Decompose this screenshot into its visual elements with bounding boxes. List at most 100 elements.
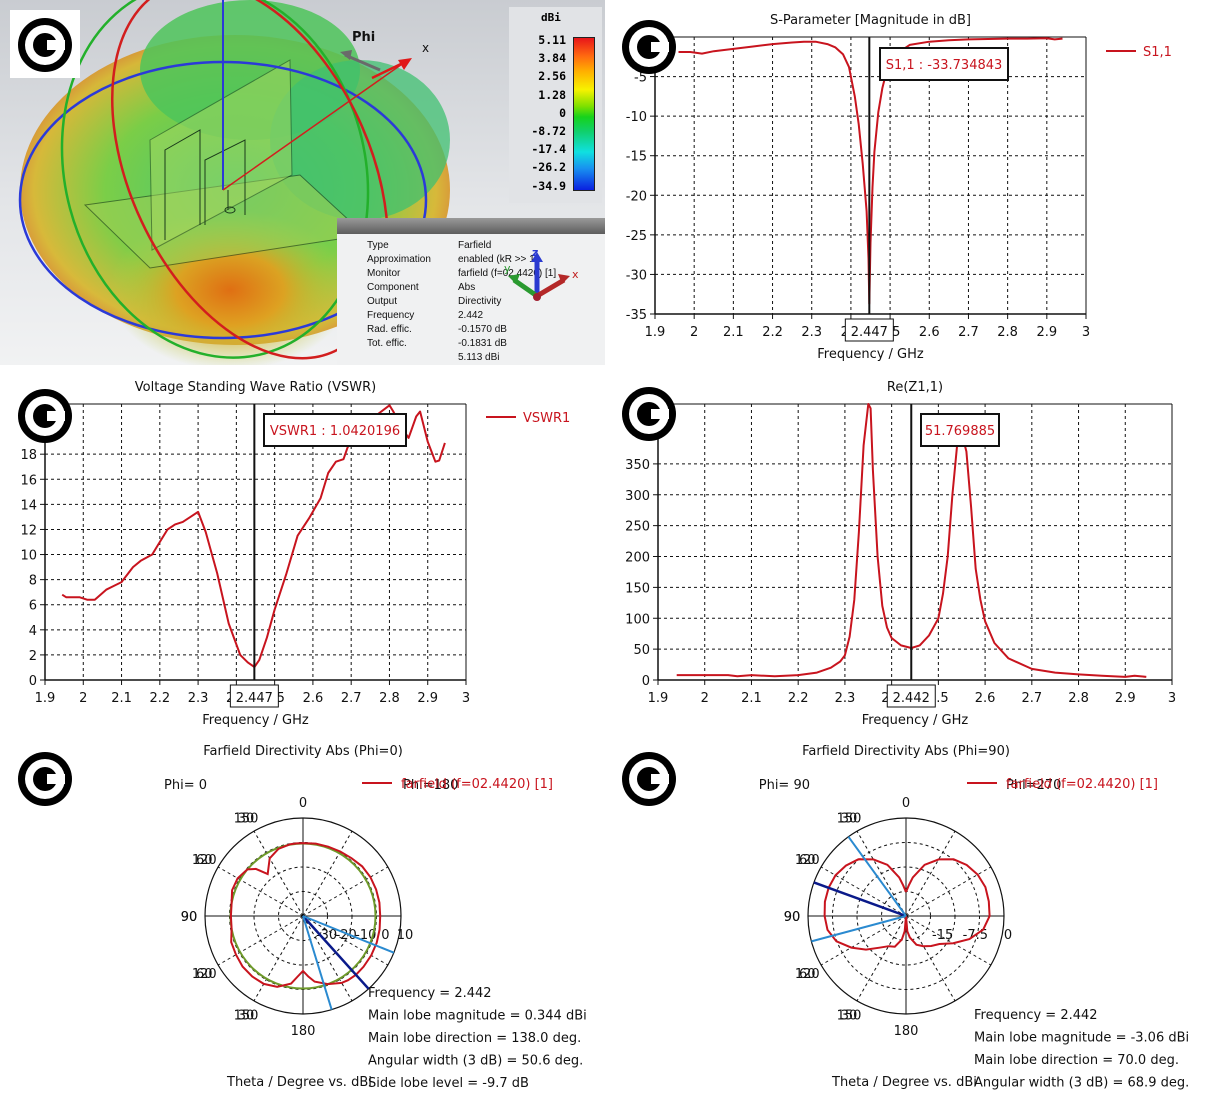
lobe-stat: Main lobe magnitude = 0.344 dBi: [368, 1009, 587, 1024]
info-key: Monitor: [367, 268, 401, 279]
angle-gridline: [905, 915, 992, 966]
info-value: -0.1831 dB: [458, 338, 507, 349]
angle-tick-label: 30: [238, 811, 255, 826]
angle-gridline: [905, 866, 992, 917]
marker-x-box: [844, 318, 894, 342]
lobe-stat: Main lobe direction = 70.0 deg.: [974, 1053, 1179, 1068]
radial-tick-label: 0: [1004, 928, 1012, 943]
x-tick-label: 3: [462, 691, 470, 706]
info-value: farfield (f=02.4420) [1]: [458, 268, 557, 279]
x-tick-label: 1.9: [35, 691, 56, 706]
y-tick-label: 100: [625, 612, 650, 627]
phi-arrow-icon: [340, 50, 381, 72]
legend-label: VSWR1: [523, 411, 570, 426]
x-tick-label: 3: [1168, 691, 1176, 706]
angle-gridline: [302, 866, 389, 917]
angle-tick-label: 60: [799, 967, 816, 982]
s-parameter-chart: S-Parameter [Magnitude in dB] 1.9 2 2.1 2.2 2…: [605, 0, 1206, 365]
copyright-icon: [16, 750, 74, 808]
y-tick-label: 12: [20, 523, 37, 538]
colorbar-tick: 3.84: [538, 51, 566, 66]
colorbar-legend: dBi 5.11 3.84 2.56 1.28 0 -8.72 -17.4 -26.2 -34.…: [509, 7, 602, 203]
x-tick-label: 2.1: [723, 325, 744, 340]
colorbar-tick: -26.2: [531, 160, 566, 175]
x-tick-label: 2.2: [762, 325, 783, 340]
main-lobe-line: [813, 881, 907, 918]
info-value: 5.113 dBi: [458, 352, 500, 363]
x-tick-label: 2.3: [188, 691, 209, 706]
x-tick-label: 3: [1082, 325, 1090, 340]
x-tick-label: 2.7: [1021, 691, 1042, 706]
y-tick-label: -5: [634, 71, 647, 86]
x-tick-label: 2.8: [1068, 691, 1089, 706]
farfield-3d-view[interactable]: Phi x dBi 5.11 3.84 2.56 1.28 0 -8.72 -17.4 -26…: [0, 0, 605, 365]
marker-annotation: VSWR1 : 1.0420196: [270, 424, 400, 439]
x-tick-label: 2.6: [975, 691, 996, 706]
info-key: Component: [367, 282, 419, 293]
x-tick-label: 2.9: [1036, 325, 1057, 340]
info-value: Abs: [458, 282, 476, 293]
x-axis-label: Frequency / GHz: [202, 713, 309, 728]
copyright-icon: [16, 387, 74, 445]
colorbar-tick: 2.56: [538, 69, 566, 84]
angle-tick-label: 150: [837, 811, 862, 826]
x-axis-label: x: [422, 41, 429, 55]
marker-annotation: 51.769885: [925, 424, 995, 439]
marker-annotation: S1,1 : -33.734843: [886, 58, 1003, 73]
re-z11-chart: Re(Z1,1)1.922.12.22.32.42.52.62.72.82.93…: [605, 365, 1206, 735]
info-value: enabled (kR >> 1): [458, 254, 539, 265]
marker-x-label: 2.442: [893, 691, 930, 706]
marker-x-box: [229, 684, 279, 708]
colorbar-tick: -34.9: [531, 178, 566, 193]
series-line-re-z1-1-: [676, 403, 1147, 678]
y-tick-label: 14: [20, 498, 37, 513]
farfield-info-box: Type Farfield Approximation enabled (kR >> …: [337, 218, 605, 365]
y-tick-label: 10: [20, 549, 37, 564]
left-phi-label: Phi= 90: [759, 778, 810, 793]
y-tick-label: 2: [29, 649, 37, 664]
y-tick-label: 4: [29, 624, 37, 639]
angle-tick-label: 60: [196, 853, 213, 868]
x-tick-label: 2.3: [835, 691, 856, 706]
angle-tick-label: 150: [234, 811, 259, 826]
left-phi-label: Phi= 0: [164, 778, 207, 793]
marker-annotation-box: [263, 413, 407, 447]
x-tick-label: 2.2: [149, 691, 170, 706]
x-axis-label: Frequency / GHz: [862, 713, 969, 728]
angle-tick-label: 180: [894, 1024, 919, 1039]
chart-title: S-Parameter [Magnitude in dB]: [770, 13, 971, 28]
legend-label: farfield (f=02.4420) [1]: [1006, 777, 1158, 792]
x-tick-label: 2.8: [379, 691, 400, 706]
angle-tick-label: 120: [795, 853, 820, 868]
farfield-3d-pattern: Phi x: [18, 0, 450, 365]
lobe-stat: Side lobe level = -9.7 dB: [368, 1076, 529, 1091]
x-tick-label: 2.7: [958, 325, 979, 340]
radial-tick-label: -30: [316, 928, 337, 943]
beamwidth-line: [302, 915, 333, 1011]
coordinate-circles: [18, 0, 428, 360]
triad-x-label: x: [572, 268, 579, 281]
angle-tick-label: 120: [192, 967, 217, 982]
angle-gridline: [905, 915, 956, 1002]
info-value: -0.1570 dB: [458, 324, 507, 335]
legend-label: farfield (f=02.4420) [1]: [401, 777, 553, 792]
info-value: Farfield: [458, 240, 492, 251]
x-axis-arrow-icon: [371, 58, 412, 80]
y-tick-label: 18: [20, 448, 37, 463]
lobe-stat: Main lobe magnitude = -3.06 dBi: [974, 1031, 1189, 1046]
copyright-icon: [10, 10, 80, 78]
x-tick-label: 2.9: [1115, 691, 1136, 706]
x-tick-label: 1.9: [648, 691, 669, 706]
x-tick-label: 2.6: [919, 325, 940, 340]
x-tick-label: 2.2: [788, 691, 809, 706]
angle-gridline: [217, 915, 304, 966]
legend-label: S1,1: [1143, 45, 1172, 60]
angle-tick-label: 60: [196, 967, 213, 982]
angle-gridline: [820, 866, 907, 917]
angle-tick-label: 90: [784, 910, 801, 925]
colorbar-tick: 5.11: [538, 33, 566, 47]
x-tick-label: 2.1: [741, 691, 762, 706]
polar-directivity-phi0-chart: Farfield Directivity Abs (Phi=0) 0 30 60 90 1…: [0, 735, 605, 1098]
info-key: Approximation: [367, 254, 431, 265]
x-tick-label: 2.1: [111, 691, 132, 706]
